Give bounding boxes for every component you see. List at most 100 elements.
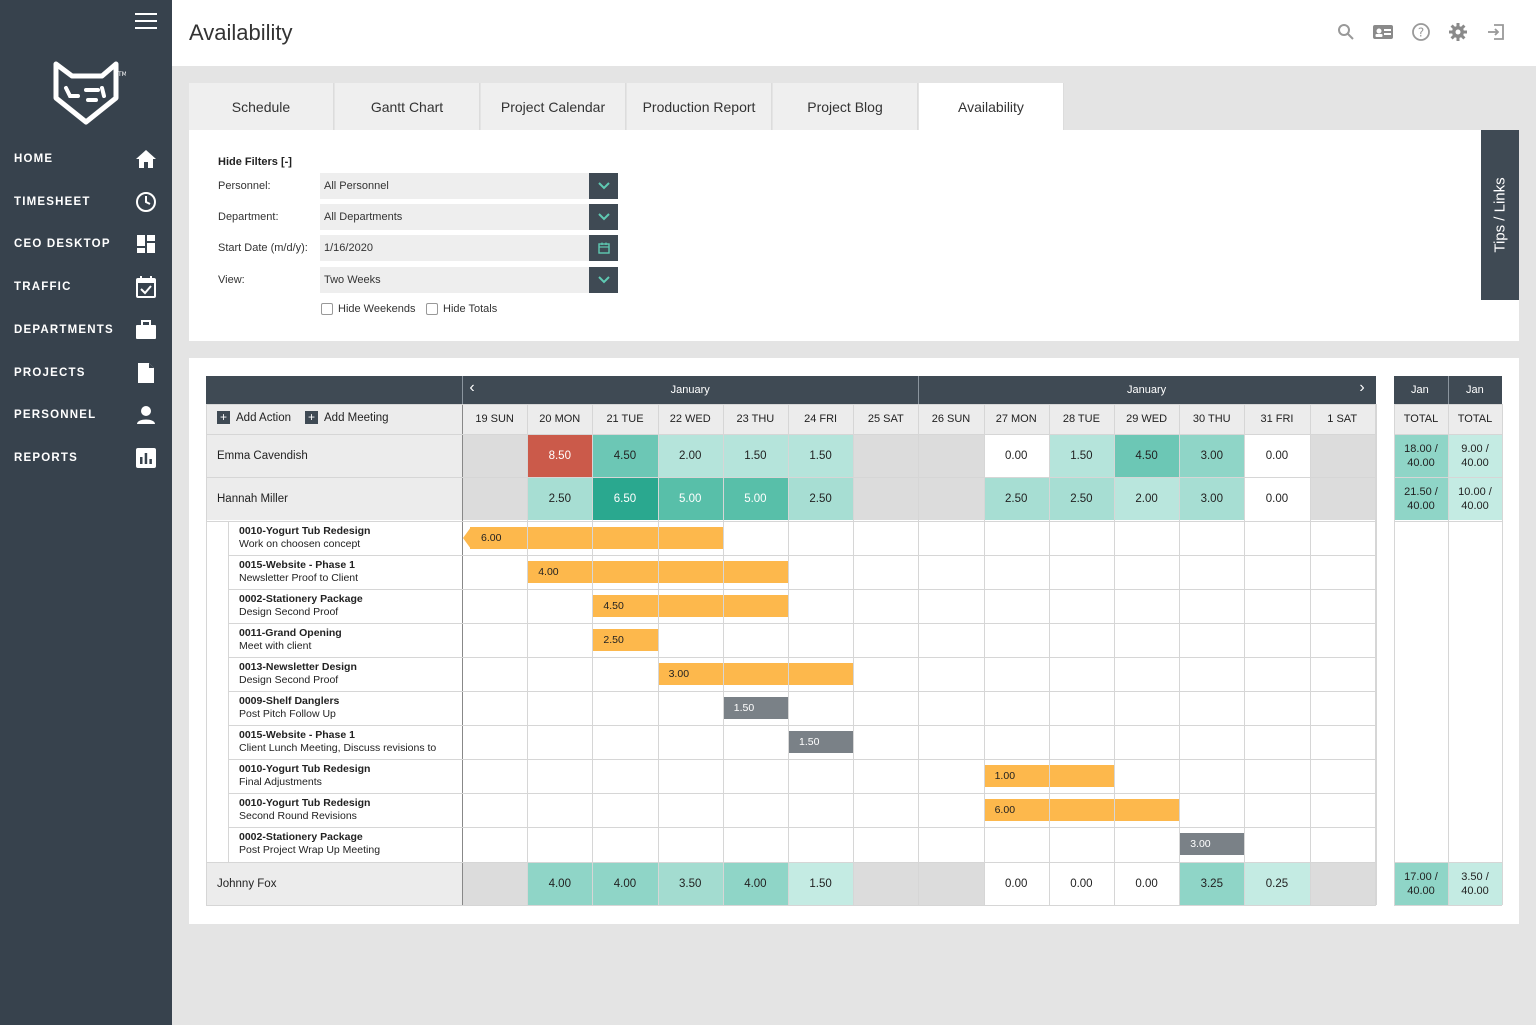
hours-cell[interactable] <box>918 477 984 520</box>
sidebar-item-traffic[interactable]: TRAFFIC <box>0 267 172 307</box>
tab-project-blog[interactable]: Project Blog <box>773 83 918 130</box>
sidebar-item-ceo-desktop[interactable]: CEO DESKTOP <box>0 224 172 264</box>
search-icon[interactable] <box>1335 21 1357 43</box>
task-bar[interactable]: 1.50 <box>722 697 788 719</box>
help-icon[interactable]: ? <box>1410 21 1432 43</box>
sidebar-item-home[interactable]: HOME <box>0 139 172 179</box>
hours-cell[interactable] <box>462 862 528 905</box>
personnel-select[interactable]: All Personnel <box>320 173 618 199</box>
sidebar-item-personnel[interactable]: PERSONNEL <box>0 395 172 435</box>
gear-icon[interactable] <box>1447 21 1469 43</box>
hamburger-menu-icon[interactable] <box>135 13 157 31</box>
hours-cell[interactable]: 2.00 <box>1114 477 1180 520</box>
task-row-label[interactable]: 0015-Website - Phase 1 Newsletter Proof t… <box>239 559 358 585</box>
task-bar[interactable]: 4.00 <box>527 561 788 583</box>
tab-gantt-chart[interactable]: Gantt Chart <box>335 83 480 130</box>
calendar-icon[interactable] <box>589 235 618 261</box>
hours-cell[interactable]: 0.00 <box>1048 862 1114 905</box>
task-row-label[interactable]: 0010-Yogurt Tub Redesign Final Adjustment… <box>239 763 370 789</box>
chevron-down-icon[interactable] <box>589 204 618 230</box>
chevron-down-icon[interactable] <box>589 267 618 293</box>
sidebar-item-timesheet[interactable]: TIMESHEET <box>0 182 172 222</box>
task-bar[interactable]: 1.50 <box>788 731 854 753</box>
hours-cell[interactable] <box>1309 477 1375 520</box>
add-action-button[interactable]: + Add Action <box>217 411 291 424</box>
view-select[interactable]: Two Weeks <box>320 267 618 293</box>
task-bar[interactable]: 6.00 <box>470 527 723 549</box>
hours-cell[interactable]: 5.00 <box>722 477 788 520</box>
task-bar[interactable]: 3.00 <box>1179 833 1245 855</box>
checkbox-box[interactable] <box>426 303 438 315</box>
task-row-label[interactable]: 0013-Newsletter Design Design Second Proo… <box>239 661 357 687</box>
sidebar-item-reports[interactable]: REPORTS <box>0 438 172 478</box>
next-arrow-icon[interactable]: › <box>1359 379 1365 396</box>
hours-cell[interactable] <box>918 862 984 905</box>
task-row-label[interactable]: 0015-Website - Phase 1 Client Lunch Meeti… <box>239 729 436 755</box>
hours-cell[interactable]: 1.50 <box>722 434 788 477</box>
task-bar[interactable]: 6.00 <box>983 799 1180 821</box>
hours-cell[interactable] <box>918 434 984 477</box>
hours-cell[interactable]: 2.50 <box>527 477 593 520</box>
hours-cell[interactable]: 1.50 <box>1048 434 1114 477</box>
hours-cell[interactable]: 2.00 <box>657 434 723 477</box>
hours-cell[interactable]: 2.50 <box>788 477 854 520</box>
hide-weekends-checkbox[interactable]: Hide Weekends <box>321 303 415 315</box>
task-row-label[interactable]: 0010-Yogurt Tub Redesign Work on choosen … <box>239 525 370 551</box>
tab-production-report[interactable]: Production Report <box>627 83 772 130</box>
hours-cell[interactable]: 0.25 <box>1244 862 1310 905</box>
hours-cell[interactable]: 0.00 <box>1114 862 1180 905</box>
hours-cell[interactable]: 6.50 <box>592 477 658 520</box>
hours-cell[interactable]: 4.00 <box>722 862 788 905</box>
hide-filters-toggle[interactable]: Hide Filters [-] <box>218 156 292 168</box>
hours-cell[interactable]: 2.50 <box>983 477 1049 520</box>
hours-cell[interactable]: 0.00 <box>1244 434 1310 477</box>
tips-links-tab[interactable]: Tips / Links <box>1481 130 1519 300</box>
hours-cell[interactable]: 3.50 <box>657 862 723 905</box>
hours-cell[interactable]: 3.00 <box>1179 434 1245 477</box>
tab-availability[interactable]: Availability <box>919 83 1064 130</box>
hours-cell[interactable]: 1.50 <box>788 434 854 477</box>
start-date-input[interactable]: 1/16/2020 <box>320 235 618 261</box>
hours-cell[interactable]: 4.00 <box>592 862 658 905</box>
tab-schedule[interactable]: Schedule <box>189 83 334 130</box>
chevron-down-icon[interactable] <box>589 173 618 199</box>
contact-card-icon[interactable] <box>1372 21 1394 43</box>
department-select[interactable]: All Departments <box>320 204 618 230</box>
hours-cell[interactable] <box>1309 862 1375 905</box>
task-row-label[interactable]: 0002-Stationery Package Design Second Pro… <box>239 593 363 619</box>
hours-cell[interactable] <box>1309 434 1375 477</box>
hours-cell[interactable]: 3.00 <box>1179 477 1245 520</box>
task-row-label[interactable]: 0011-Grand Opening Meet with client <box>239 627 342 653</box>
hours-cell[interactable] <box>853 434 919 477</box>
hours-cell[interactable]: 4.00 <box>527 862 593 905</box>
person-name[interactable]: Johnny Fox <box>217 877 277 890</box>
task-row-label[interactable]: 0002-Stationery Package Post Project Wrap… <box>239 831 380 857</box>
person-name[interactable]: Emma Cavendish <box>217 449 308 462</box>
hours-cell[interactable]: 4.50 <box>1114 434 1180 477</box>
add-meeting-button[interactable]: + Add Meeting <box>305 411 389 424</box>
task-bar[interactable]: 1.00 <box>983 765 1114 787</box>
task-row-label[interactable]: 0009-Shelf Danglers Post Pitch Follow Up <box>239 695 339 721</box>
hours-cell[interactable]: 2.50 <box>1048 477 1114 520</box>
hours-cell[interactable]: 0.00 <box>983 434 1049 477</box>
hours-cell[interactable] <box>462 477 528 520</box>
tab-project-calendar[interactable]: Project Calendar <box>481 83 626 130</box>
task-bar[interactable]: 2.50 <box>592 629 658 651</box>
hours-cell[interactable] <box>853 477 919 520</box>
person-name[interactable]: Hannah Miller <box>217 492 288 505</box>
sign-out-icon[interactable] <box>1485 21 1507 43</box>
hours-cell[interactable]: 3.25 <box>1179 862 1245 905</box>
task-bar[interactable]: 4.50 <box>592 595 788 617</box>
hours-cell[interactable]: 1.50 <box>788 862 854 905</box>
task-bar[interactable]: 3.00 <box>657 663 854 685</box>
hours-cell[interactable]: 5.00 <box>657 477 723 520</box>
hours-cell[interactable]: 0.00 <box>1244 477 1310 520</box>
hours-cell[interactable]: 0.00 <box>983 862 1049 905</box>
sidebar-item-projects[interactable]: PROJECTS <box>0 353 172 393</box>
hours-cell[interactable] <box>853 862 919 905</box>
hours-cell[interactable]: 4.50 <box>592 434 658 477</box>
hours-cell[interactable] <box>462 434 528 477</box>
checkbox-box[interactable] <box>321 303 333 315</box>
hide-totals-checkbox[interactable]: Hide Totals <box>426 303 497 315</box>
prev-arrow-icon[interactable]: ‹ <box>469 379 475 396</box>
